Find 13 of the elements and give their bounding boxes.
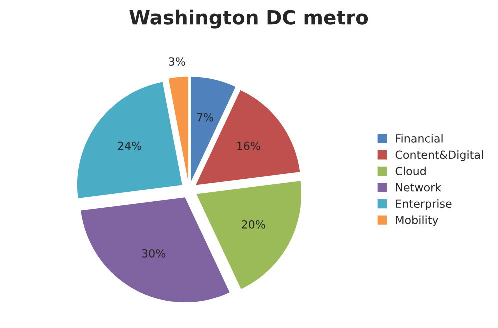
legend-label: Enterprise bbox=[396, 199, 452, 210]
legend-label: Mobility bbox=[396, 216, 438, 227]
data-label: 24% bbox=[118, 142, 142, 150]
legend-label: Network bbox=[396, 183, 442, 192]
legend-label: Cloud bbox=[396, 166, 426, 176]
data-label: 16% bbox=[238, 142, 260, 150]
data-label: 7% bbox=[197, 113, 214, 122]
legend-label: Financial bbox=[396, 134, 443, 143]
chart-title: Washington DC metro bbox=[130, 10, 368, 29]
data-label: 30% bbox=[142, 249, 166, 258]
data-label: 3% bbox=[169, 58, 186, 66]
legend-label: Content&Digital bbox=[396, 150, 484, 162]
data-label: 20% bbox=[242, 220, 266, 229]
